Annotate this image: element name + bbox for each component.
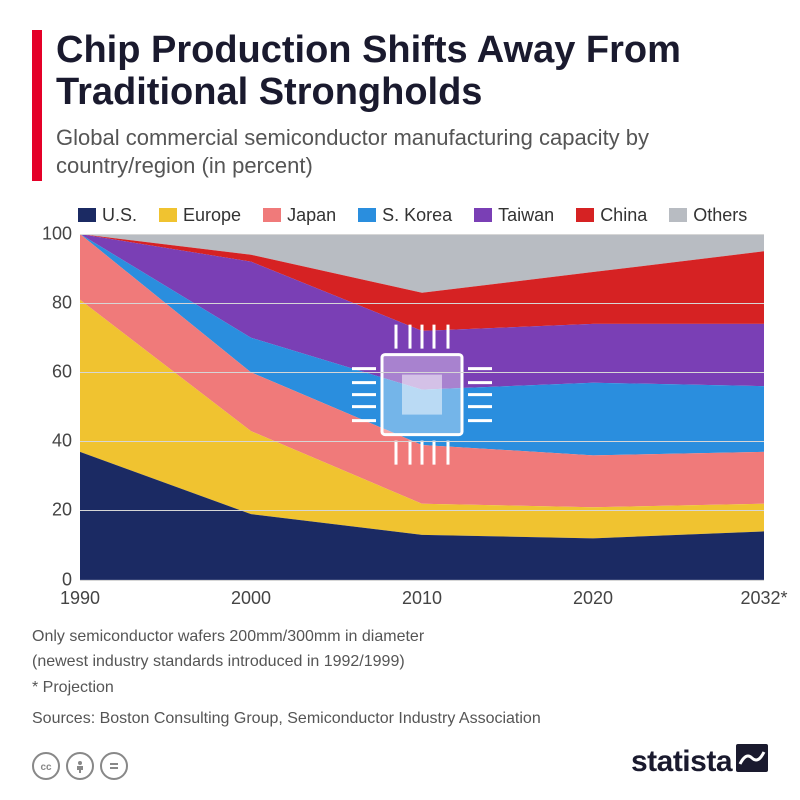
accent-bar (32, 30, 42, 181)
x-tick: 1990 (60, 588, 100, 609)
nd-icon (100, 752, 128, 780)
x-tick: 2032* (740, 588, 787, 609)
legend-item: Japan (263, 205, 336, 226)
brand-text: statista (631, 745, 732, 779)
grid-line (80, 510, 764, 511)
legend-item: Taiwan (474, 205, 554, 226)
by-icon (66, 752, 94, 780)
plot-area (80, 234, 764, 580)
legend-label: Taiwan (498, 205, 554, 226)
legend: U.S. Europe Japan S. Korea Taiwan China Others (78, 205, 768, 226)
y-tick: 60 (52, 362, 72, 383)
subtitle: Global commercial semiconductor manufact… (56, 124, 768, 181)
legend-swatch (474, 208, 492, 222)
grid-line (80, 303, 764, 304)
x-tick: 2010 (402, 588, 442, 609)
y-tick: 20 (52, 500, 72, 521)
legend-item: U.S. (78, 205, 137, 226)
note-line-3: * Projection (32, 677, 768, 699)
legend-swatch (159, 208, 177, 222)
stacked-area-svg (80, 234, 764, 580)
legend-swatch (576, 208, 594, 222)
y-tick: 80 (52, 292, 72, 313)
y-axis: 020406080100 (32, 234, 76, 580)
svg-text:cc: cc (40, 762, 52, 773)
source-line: Sources: Boston Consulting Group, Semico… (32, 708, 768, 730)
page-title: Chip Production Shifts Away From Traditi… (56, 30, 768, 114)
y-tick: 100 (42, 223, 72, 244)
y-tick: 40 (52, 431, 72, 452)
legend-swatch (669, 208, 687, 222)
legend-swatch (263, 208, 281, 222)
chart: 020406080100 19902000201020202032* (32, 234, 768, 612)
brand-logo: statista (631, 744, 768, 780)
legend-label: U.S. (102, 205, 137, 226)
legend-label: China (600, 205, 647, 226)
grid-line (80, 234, 764, 235)
grid-line (80, 580, 764, 581)
x-tick: 2000 (231, 588, 271, 609)
brand-wave-icon (736, 744, 768, 780)
legend-item: Others (669, 205, 747, 226)
x-axis: 19902000201020202032* (80, 582, 764, 612)
legend-item: Europe (159, 205, 241, 226)
grid-line (80, 372, 764, 373)
note-line-1: Only semiconductor wafers 200mm/300mm in… (32, 626, 768, 648)
grid-line (80, 441, 764, 442)
legend-label: Europe (183, 205, 241, 226)
legend-label: S. Korea (382, 205, 452, 226)
legend-label: Others (693, 205, 747, 226)
legend-swatch (78, 208, 96, 222)
cc-icon: cc (32, 752, 60, 780)
legend-label: Japan (287, 205, 336, 226)
legend-item: China (576, 205, 647, 226)
legend-item: S. Korea (358, 205, 452, 226)
license-icons: cc (32, 752, 128, 780)
x-tick: 2020 (573, 588, 613, 609)
legend-swatch (358, 208, 376, 222)
note-line-2: (newest industry standards introduced in… (32, 651, 768, 673)
